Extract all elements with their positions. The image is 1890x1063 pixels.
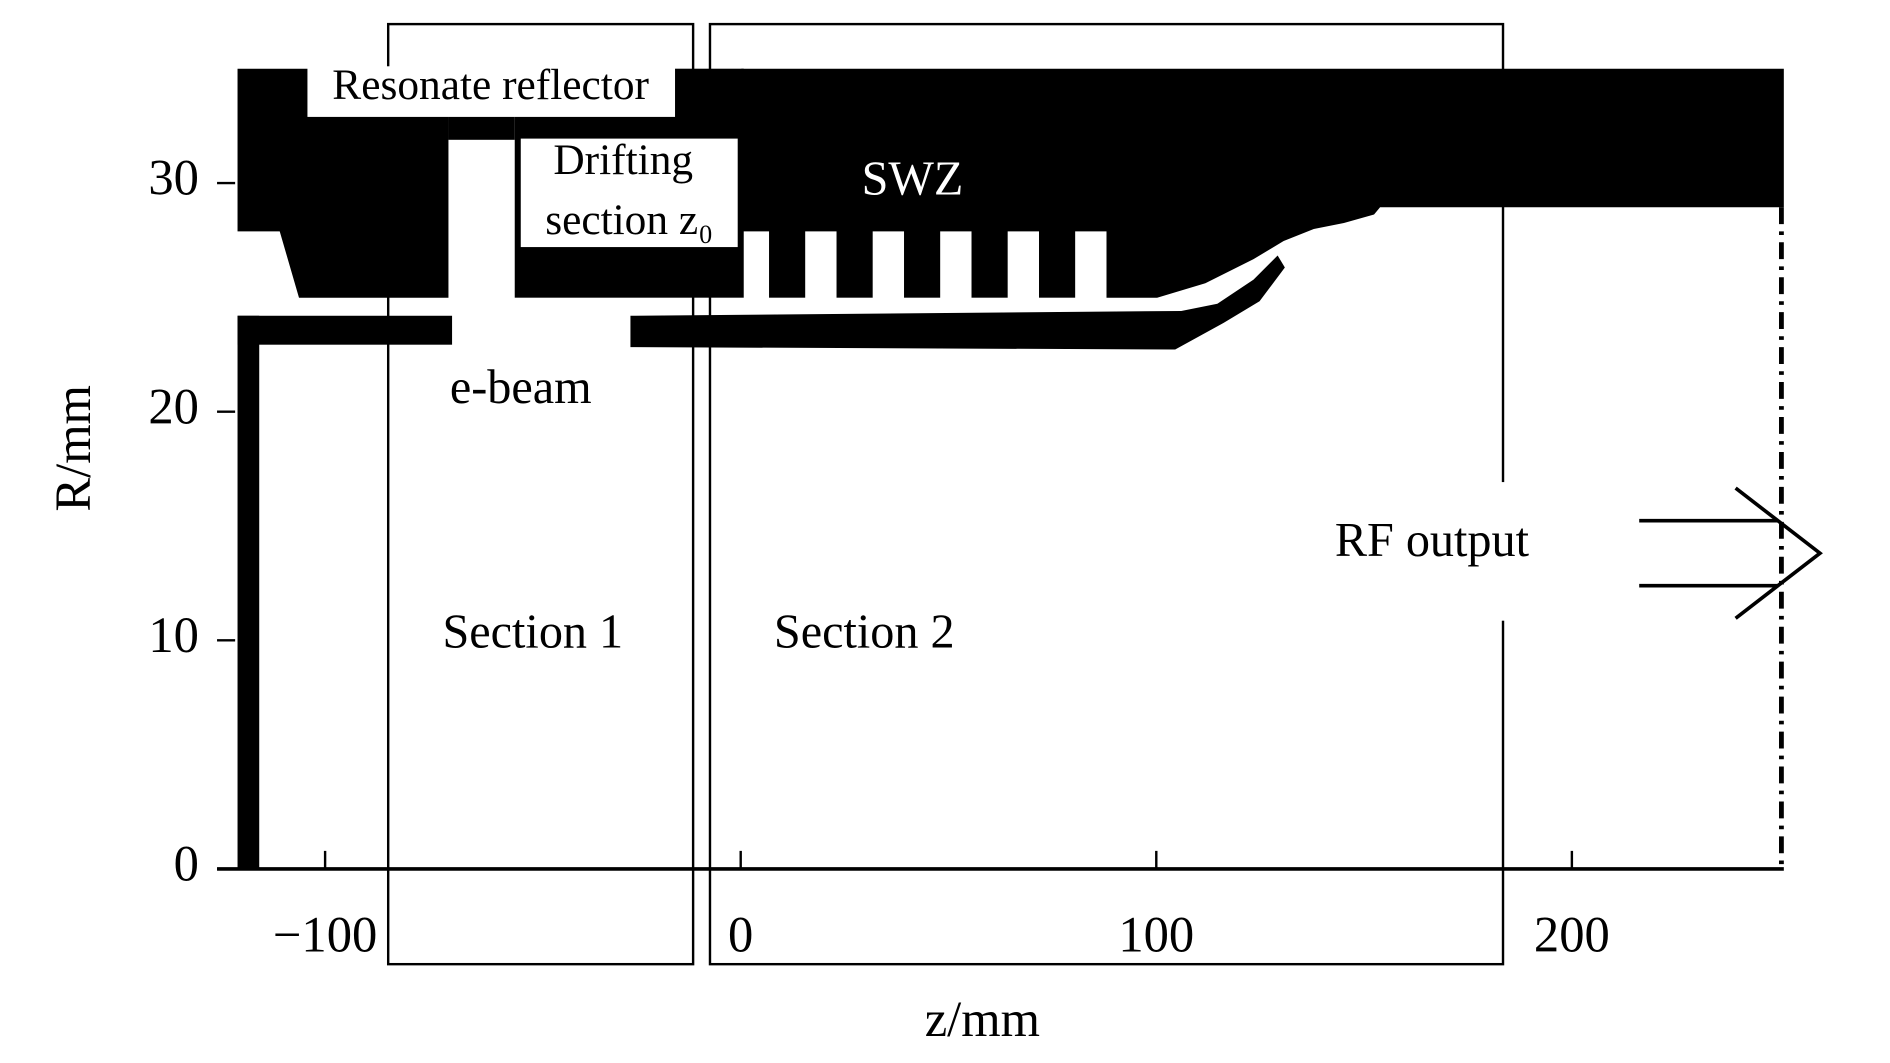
y-tick-label: 10 (148, 607, 199, 663)
y-tick-label: 0 (174, 836, 199, 892)
vane (971, 228, 1008, 298)
y-tick-label: 30 (148, 150, 199, 206)
e-beam-1 (237, 315, 453, 345)
vane (1039, 228, 1076, 298)
cathode (237, 315, 260, 869)
reflector-wall (237, 68, 449, 298)
section-2-label: Section 2 (774, 605, 955, 658)
x-tick-label: −100 (273, 907, 377, 963)
vane (769, 228, 806, 298)
vane (836, 228, 873, 298)
e-beam-2 (630, 255, 1285, 350)
reflector-label: Resonate reflector (332, 61, 649, 109)
label-bg (1494, 482, 1512, 621)
y-axis-label: R/mm (45, 385, 101, 512)
x-tick-label: 100 (1118, 907, 1194, 963)
drifting-label: Drifting (553, 136, 693, 184)
swz-wall (741, 68, 1784, 298)
x-axis-label: z/mm (925, 991, 1040, 1047)
rf-output-label: RF output (1335, 514, 1530, 567)
rf-arrow (1639, 486, 1823, 620)
label-bg (307, 66, 676, 117)
x-tick-label: 0 (728, 907, 753, 963)
vane (904, 228, 941, 298)
x-tick-label: 200 (1534, 907, 1610, 963)
section-1-box (386, 22, 695, 966)
label-bg (520, 138, 738, 248)
section-1-label: Section 1 (442, 605, 623, 658)
y-tick-label: 20 (148, 378, 199, 434)
structure (237, 68, 1784, 869)
drifting-label: section z₀ (545, 196, 713, 244)
swz-label: SWZ (862, 152, 964, 205)
ebeam-label: e-beam (450, 361, 592, 414)
